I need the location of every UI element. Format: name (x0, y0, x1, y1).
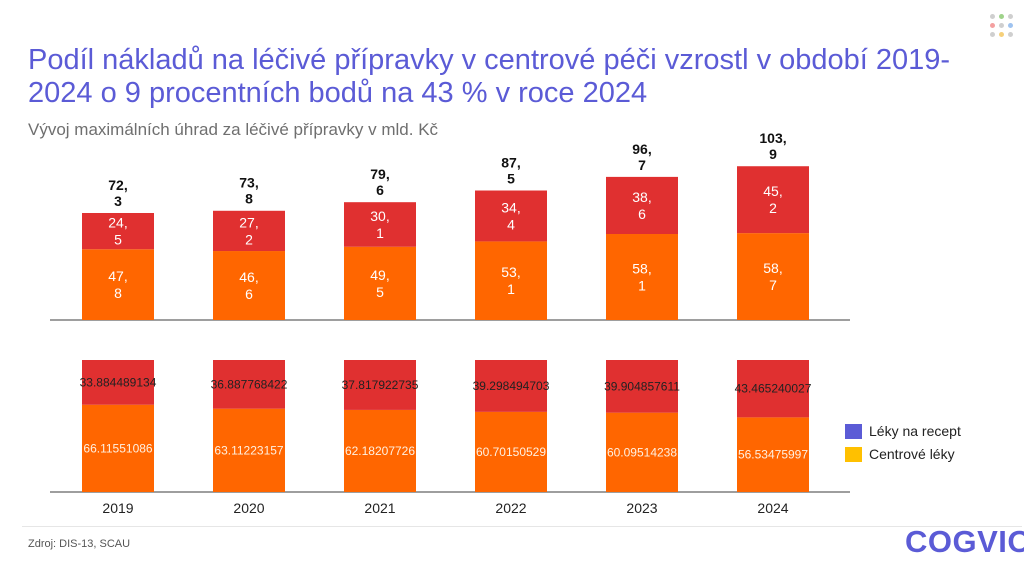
data-label-upper-2022: 34, 4 (501, 199, 520, 232)
data-label-upper-2020: 27, 2 (239, 214, 258, 247)
x-tick-label-2024: 2024 (757, 500, 788, 516)
data-label-upper-2019: 24, 5 (108, 215, 127, 248)
share-label-lower-2023: 60.09514238 (607, 445, 677, 459)
x-tick-label-2019: 2019 (102, 500, 133, 516)
bar-segment-upper-2022 (475, 190, 547, 242)
bar-segment-lower-2024 (737, 233, 809, 320)
data-label-upper-2023: 38, 6 (632, 189, 651, 222)
legend-swatch-2 (845, 447, 862, 462)
total-label-2023: 96, 7 (632, 141, 651, 173)
share-bar-lower-2024 (737, 417, 809, 492)
total-label-2024: 103, 9 (759, 130, 786, 162)
share-bar-upper-2019 (82, 360, 154, 405)
share-label-lower-2021: 62.18207726 (345, 444, 415, 458)
total-label-2020: 73, 8 (239, 175, 258, 207)
total-label-2021: 79, 6 (370, 166, 389, 198)
cogvio-logo: COGVIO (905, 524, 1024, 559)
x-axis: 2019 2020 2021 2022 2023 2024 (102, 500, 788, 516)
total-label-2022: 87, 5 (501, 154, 520, 186)
page-title: Podíl nákladů na léčivé přípravky v cent… (28, 44, 951, 109)
absolute-values-chart: 47, 8 24, 5 72, 3 46, 6 27, 2 73, 8 49, 5 30, 1 79, 6 53, 1… (82, 130, 809, 320)
share-bar-lower-2020 (213, 408, 285, 492)
data-label-upper-2024: 45, 2 (763, 183, 782, 216)
share-bar-lower-2022 (475, 411, 547, 492)
share-label-lower-2024: 56.53475997 (738, 448, 808, 462)
share-bar-upper-2024 (737, 360, 809, 418)
data-label-lower-2023: 58, 1 (632, 260, 651, 293)
x-tick-label-2022: 2022 (495, 500, 526, 516)
share-label-lower-2019: 66.11551086 (83, 441, 153, 455)
share-bar-lower-2021 (344, 409, 416, 492)
legend-swatch-1 (845, 424, 862, 439)
source-note: Zdroj: DIS-13, SCAU (28, 538, 131, 550)
legend-label-1: Léky na recept (869, 423, 961, 439)
bar-segment-upper-2020 (213, 210, 285, 252)
chart-subtitle: Vývoj maximálních úhrad za léčivé přípra… (28, 120, 439, 139)
data-label-lower-2021: 49, 5 (370, 267, 389, 300)
bar-segment-upper-2021 (344, 202, 416, 247)
share-label-upper-2019: 33.884489134 (80, 375, 157, 389)
share-bar-upper-2020 (213, 360, 285, 409)
bar-segment-upper-2024 (737, 166, 809, 234)
data-label-lower-2024: 58, 7 (763, 260, 782, 293)
share-label-upper-2023: 39.904857611 (604, 379, 680, 393)
share-bar-upper-2021 (344, 360, 416, 410)
share-label-lower-2022: 60.70150529 (476, 445, 546, 459)
share-label-upper-2024: 43.465240027 (735, 382, 812, 396)
x-tick-label-2020: 2020 (233, 500, 264, 516)
bar-segment-lower-2021 (344, 246, 416, 320)
legend-label-2: Centrové léky (869, 446, 955, 462)
data-label-lower-2020: 46, 6 (239, 269, 258, 302)
share-bar-upper-2022 (475, 360, 547, 412)
share-bar-lower-2019 (82, 404, 154, 492)
x-tick-label-2023: 2023 (626, 500, 657, 516)
bar-segment-upper-2019 (82, 212, 154, 250)
bar-segment-lower-2019 (82, 249, 154, 320)
share-label-upper-2020: 36.887768422 (211, 377, 288, 391)
bar-segment-upper-2023 (606, 176, 678, 235)
bar-segment-lower-2023 (606, 234, 678, 320)
share-label-upper-2021: 37.817922735 (342, 378, 419, 392)
data-label-upper-2021: 30, 1 (370, 208, 389, 241)
bar-segment-lower-2020 (213, 251, 285, 320)
data-label-lower-2022: 53, 1 (501, 264, 520, 297)
share-bar-lower-2023 (606, 412, 678, 492)
share-label-lower-2020: 63.11223157 (214, 443, 284, 457)
share-chart: 33.884489134 66.11551086 36.887768422 63.11… (80, 360, 812, 492)
footer-divider (22, 526, 1022, 527)
x-tick-label-2021: 2021 (364, 500, 395, 516)
total-label-2019: 72, 3 (108, 177, 127, 209)
bar-segment-lower-2022 (475, 241, 547, 320)
share-bar-upper-2023 (606, 360, 678, 413)
data-label-lower-2019: 47, 8 (108, 268, 127, 301)
share-label-upper-2022: 39.298494703 (473, 379, 550, 393)
chart-legend: Léky na recept Centrové léky (845, 423, 961, 462)
